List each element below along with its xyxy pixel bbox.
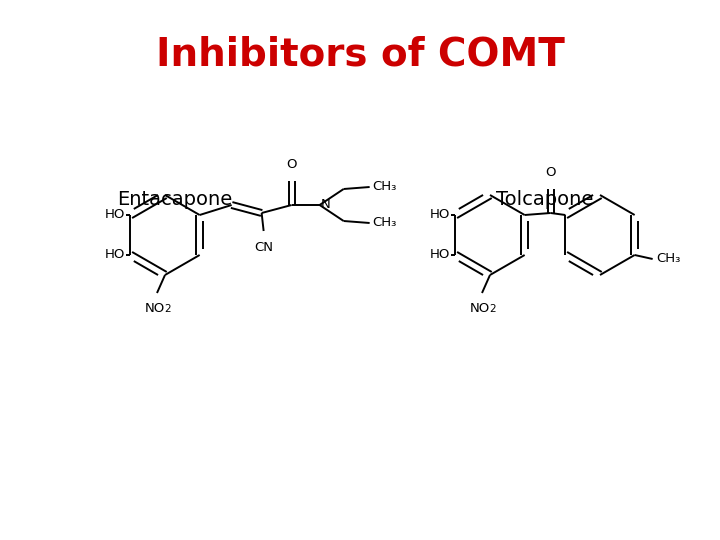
Text: NO: NO — [470, 302, 490, 315]
Text: HO: HO — [430, 248, 450, 261]
Text: Tolcapone: Tolcapone — [496, 190, 594, 209]
Text: O: O — [287, 158, 297, 171]
Text: CH₃: CH₃ — [373, 180, 397, 193]
Text: O: O — [545, 166, 556, 179]
Text: CH₃: CH₃ — [657, 253, 681, 266]
Text: Inhibitors of COMT: Inhibitors of COMT — [156, 35, 564, 73]
Text: N: N — [320, 198, 330, 211]
Text: HO: HO — [430, 208, 450, 221]
Text: NO: NO — [145, 302, 165, 315]
Text: 2: 2 — [164, 304, 171, 314]
Text: CN: CN — [254, 241, 273, 254]
Text: 2: 2 — [489, 304, 495, 314]
Text: HO: HO — [105, 208, 125, 221]
Text: HO: HO — [105, 248, 125, 261]
Text: CH₃: CH₃ — [373, 217, 397, 230]
Text: Entacapone: Entacapone — [117, 190, 233, 209]
